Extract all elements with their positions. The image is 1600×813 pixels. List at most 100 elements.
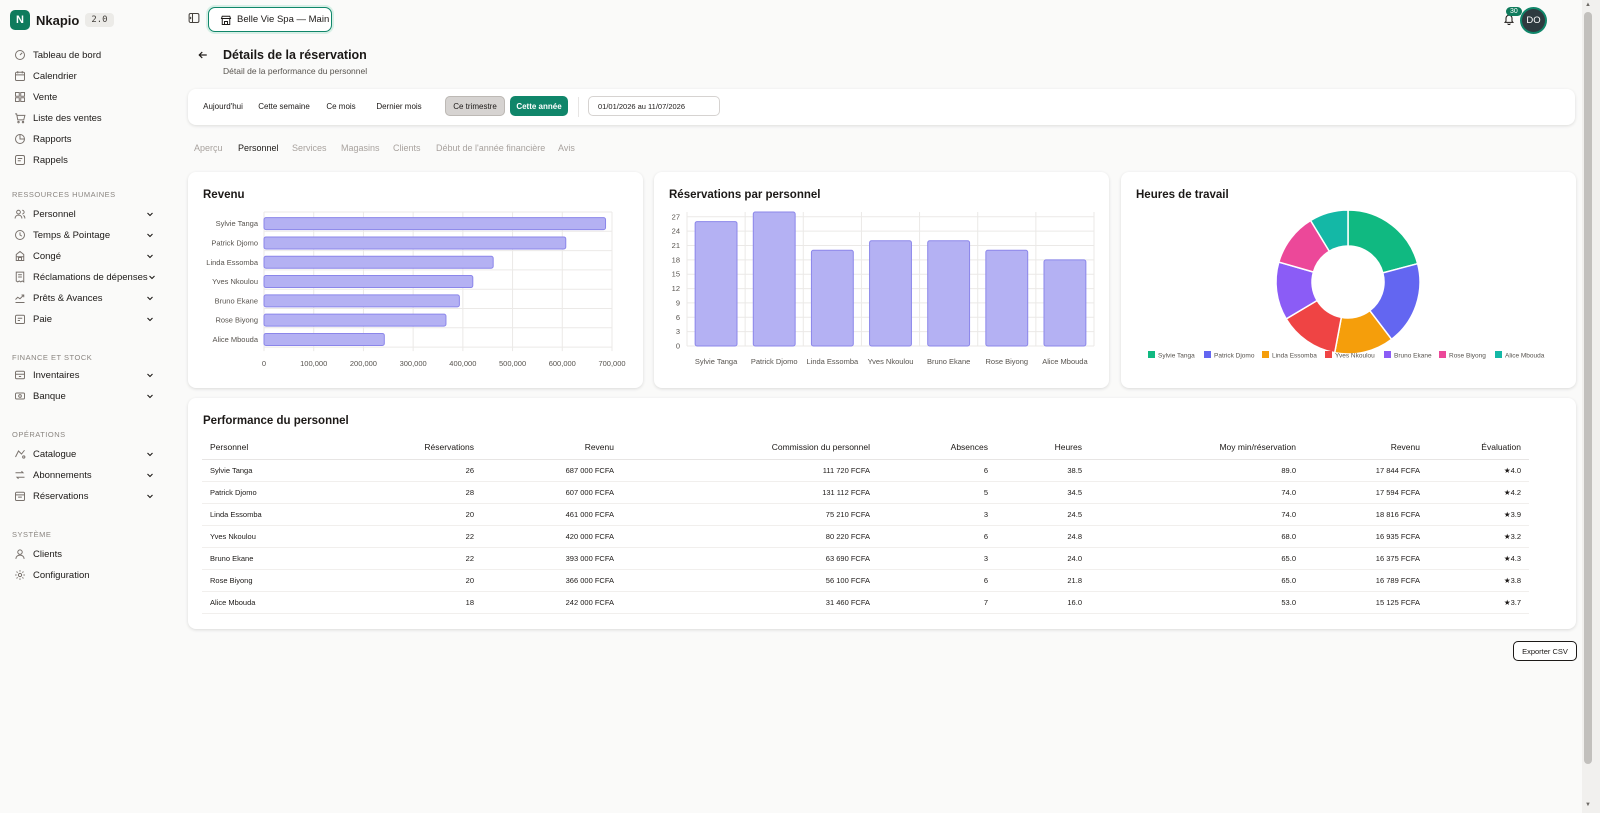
y-tick-label: Rose Biyong <box>215 316 258 325</box>
table-cell: 3 <box>878 547 996 570</box>
chevron-down-icon[interactable] <box>146 492 154 500</box>
revenue-chart-title: Revenu <box>203 189 245 201</box>
receipt-icon <box>14 271 26 283</box>
sidebar-item-label: Réservations <box>33 490 89 502</box>
x-tick-label: 0 <box>262 359 266 368</box>
chevron-down-icon[interactable] <box>146 471 154 479</box>
table-row[interactable]: Yves Nkoulou 22 420 000 FCFA 80 220 FCFA 6 24… <box>202 525 1529 548</box>
table-cell: Alice Mbouda <box>202 591 352 614</box>
table-cell: 18 816 FCFA <box>1304 503 1428 526</box>
sidebar-item-finance-0[interactable]: Inventaires <box>14 366 154 384</box>
scroll-down-arrow[interactable]: ▼ <box>1585 802 1591 808</box>
user-avatar[interactable]: DO <box>1522 9 1545 32</box>
sidebar-item-main-2[interactable]: Vente <box>14 88 154 106</box>
filter-this-month-button[interactable]: Ce mois <box>326 101 356 111</box>
sidebar-item-hr-0[interactable]: Personnel <box>14 205 154 223</box>
column-header[interactable]: Commission du personnel <box>622 436 878 460</box>
x-tick-label: Patrick Djomo <box>751 357 798 366</box>
chevron-down-icon[interactable] <box>148 273 156 281</box>
sidebar-item-main-3[interactable]: Liste des ventes <box>14 109 154 127</box>
sidebar-item-hr-4[interactable]: Prêts & Avances <box>14 289 154 307</box>
sidebar-item-label: Réclamations de dépenses <box>33 271 148 283</box>
date-range-input[interactable]: 01/01/2026 au 11/07/2026 <box>588 96 720 116</box>
table-cell: 22 <box>352 525 482 548</box>
legend-swatch <box>1384 351 1391 358</box>
sidebar-item-ops-1[interactable]: Abonnements <box>14 466 154 484</box>
tab-financial-year[interactable]: Début de l'année financière <box>436 143 546 153</box>
table-row[interactable]: Linda Essomba 20 461 000 FCFA 75 210 FCFA 3 2… <box>202 503 1529 526</box>
filter-this-year-button[interactable]: Cette année <box>510 96 568 116</box>
tab-apercu[interactable]: Aperçu <box>194 143 223 153</box>
column-header[interactable]: Personnel <box>202 436 352 460</box>
filter-today-button[interactable]: Aujourd'hui <box>203 101 243 111</box>
filter-this-week-button[interactable]: Cette semaine <box>258 101 310 111</box>
sidebar-item-hr-2[interactable]: Congé <box>14 247 154 265</box>
sidebar-item-hr-5[interactable]: Paie <box>14 310 154 328</box>
sidebar-item-label: Paie <box>33 313 53 325</box>
table-row[interactable]: Sylvie Tanga 26 687 000 FCFA 111 720 FCFA 6 3… <box>202 459 1529 482</box>
sidebar-item-ops-0[interactable]: Catalogue <box>14 445 154 463</box>
scroll-up-arrow[interactable]: ▲ <box>1585 2 1591 8</box>
sidebar-item-label: Inventaires <box>33 369 80 381</box>
chevron-down-icon[interactable] <box>146 392 154 400</box>
column-header[interactable]: Revenu <box>1304 436 1428 460</box>
sidebar-item-system-1[interactable]: Configuration <box>14 566 154 584</box>
store-selector-button[interactable]: Belle Vie Spa — Main <box>208 7 332 32</box>
table-cell: 22 <box>352 547 482 570</box>
column-header[interactable]: Évaluation <box>1428 436 1529 460</box>
sidebar-item-hr-1[interactable]: Temps & Pointage <box>14 226 154 244</box>
sidebar-item-finance-1[interactable]: Banque <box>14 387 154 405</box>
table-cell: 6 <box>878 459 996 482</box>
revenue-bar <box>263 294 460 308</box>
brand[interactable]: N Nkapio 2.0 <box>10 10 114 30</box>
table-cell: 5 <box>878 481 996 504</box>
chevron-down-icon[interactable] <box>146 294 154 302</box>
settings-icon <box>14 569 26 581</box>
table-cell: 6 <box>878 569 996 592</box>
tab-magasins[interactable]: Magasins <box>341 143 380 153</box>
table-cell: 38.5 <box>996 459 1090 482</box>
column-header[interactable]: Heures <box>996 436 1090 460</box>
x-tick-label: Linda Essomba <box>807 357 860 366</box>
chevron-down-icon[interactable] <box>146 315 154 323</box>
column-header[interactable]: Moy min/réservation <box>1090 436 1304 460</box>
scrollbar-thumb[interactable] <box>1584 12 1592 764</box>
sidebar-item-hr-3[interactable]: Réclamations de dépenses <box>14 268 156 286</box>
filter-this-quarter-button[interactable]: Ce trimestre <box>445 96 505 116</box>
table-row[interactable]: Patrick Djomo 28 607 000 FCFA 131 112 FCFA 5… <box>202 481 1529 504</box>
sidebar-item-main-0[interactable]: Tableau de bord <box>14 46 154 64</box>
sidebar-item-main-5[interactable]: Rappels <box>14 151 154 169</box>
column-header[interactable]: Réservations <box>352 436 482 460</box>
sidebar-item-label: Congé <box>33 250 61 262</box>
sidebar-section-system: SYSTÈME <box>12 530 52 539</box>
x-tick-label: Sylvie Tanga <box>695 357 738 366</box>
column-header[interactable]: Revenu <box>482 436 622 460</box>
sidebar-item-main-1[interactable]: Calendrier <box>14 67 154 85</box>
table-cell: 63 690 FCFA <box>622 547 878 570</box>
table-row[interactable]: Rose Biyong 20 366 000 FCFA 56 100 FCFA 6 21.… <box>202 569 1529 592</box>
export-csv-button[interactable]: Exporter CSV <box>1513 641 1577 661</box>
sidebar-item-system-0[interactable]: Clients <box>14 545 154 563</box>
chevron-down-icon[interactable] <box>146 450 154 458</box>
revenue-bar <box>263 332 385 346</box>
chevron-down-icon[interactable] <box>146 371 154 379</box>
revenue-chart-card: Revenu 0 100,000 200,000 300,000 400,000 500,… <box>188 172 643 388</box>
chevron-down-icon[interactable] <box>146 231 154 239</box>
client-icon <box>14 548 26 560</box>
tab-avis[interactable]: Avis <box>558 143 575 153</box>
sidebar-item-main-4[interactable]: Rapports <box>14 130 154 148</box>
tab-personnel[interactable]: Personnel <box>238 143 279 153</box>
filter-last-month-button[interactable]: Dernier mois <box>376 101 422 111</box>
column-header[interactable]: Absences <box>878 436 996 460</box>
sidebar-toggle-icon[interactable] <box>187 11 200 24</box>
tab-clients[interactable]: Clients <box>393 143 421 153</box>
table-row[interactable]: Alice Mbouda 18 242 000 FCFA 31 460 FCFA 7 16… <box>202 591 1529 614</box>
chevron-down-icon[interactable] <box>146 210 154 218</box>
tab-services[interactable]: Services <box>292 143 327 153</box>
sidebar-item-ops-2[interactable]: Réservations <box>14 487 154 505</box>
table-row[interactable]: Bruno Ekane 22 393 000 FCFA 63 690 FCFA 3 24.… <box>202 547 1529 570</box>
y-tick-label: 9 <box>676 298 680 307</box>
back-arrow-icon[interactable] <box>196 48 210 62</box>
chevron-down-icon[interactable] <box>146 252 154 260</box>
y-tick-label: 18 <box>672 255 680 264</box>
